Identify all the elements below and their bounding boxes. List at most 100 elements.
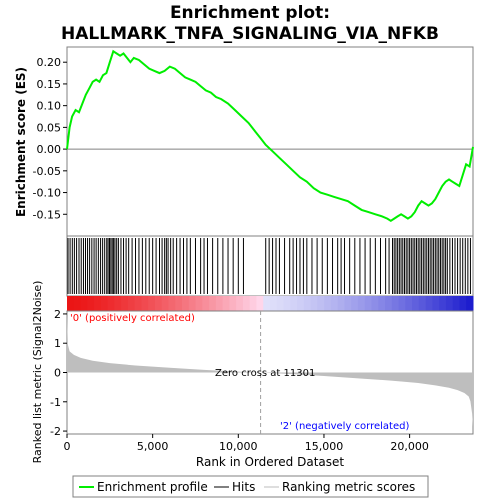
color-bar-segment: [445, 296, 454, 311]
x-tick-label: 10,000: [219, 440, 258, 453]
color-bar-segment: [222, 296, 230, 311]
hits-group: [67, 238, 471, 294]
color-bar-segment: [351, 296, 359, 311]
rank-y-tick-label: 0: [54, 367, 61, 380]
color-bar-segment: [148, 296, 156, 311]
x-axis: 0 5,000 10,000 15,000 20,000: [64, 434, 429, 453]
color-bar-segment: [80, 296, 88, 311]
x-axis-label: Rank in Ordered Dataset: [196, 455, 344, 469]
color-bar-segment: [256, 296, 264, 311]
color-bar-segment: [154, 296, 163, 311]
color-bar-segment: [344, 296, 352, 311]
color-bar-segment: [236, 296, 244, 311]
chart-subtitle: HALLMARK_TNFA_SIGNALING_VIA_NFKB: [61, 24, 439, 44]
color-bar-segment: [141, 296, 149, 311]
color-bar-segment: [263, 296, 271, 311]
hits-panel-frame: [66, 235, 474, 297]
es-y-tick-label: -0.05: [33, 165, 61, 178]
color-bar-segment: [337, 296, 345, 311]
legend-label-ranking: Ranking metric scores: [282, 480, 415, 494]
color-bar-segment: [303, 296, 312, 311]
color-bar-segment: [229, 296, 237, 311]
color-bar-segment: [195, 296, 203, 311]
color-bar-segment: [432, 296, 440, 311]
color-bar-segment: [100, 296, 109, 311]
color-bar-segment: [87, 296, 95, 311]
es-y-label: Enrichment score (ES): [14, 67, 28, 217]
color-bar-segment: [188, 296, 197, 311]
negative-correlation-label: '2' (negatively correlated): [280, 421, 409, 432]
rank-y-label: Ranked list metric (Signal2Noise): [31, 281, 44, 464]
color-bar-segment: [209, 296, 217, 311]
color-bar-segment: [310, 296, 318, 311]
color-bar-segment: [412, 296, 420, 311]
x-tick-label: 20,000: [390, 440, 429, 453]
chart-title: Enrichment plot:: [170, 3, 330, 23]
color-bar-segment: [398, 296, 406, 311]
es-panel-frame: [66, 46, 474, 237]
x-tick-label: 5,000: [137, 440, 169, 453]
rank-y-tick-label: -1: [50, 396, 61, 409]
color-bar-segment: [405, 296, 413, 311]
rank-y-tick-label: 1: [54, 337, 61, 350]
color-bar-segment: [276, 296, 285, 311]
color-bar-segment: [283, 296, 291, 311]
color-bar-segment: [317, 296, 325, 311]
ranking-metric-area: [67, 315, 473, 427]
color-bar-segment: [202, 296, 210, 311]
color-bar-segment: [378, 296, 386, 311]
color-bar-segment: [121, 296, 129, 311]
color-bar-segment: [67, 296, 75, 311]
rank-y-tick-label: -2: [50, 425, 61, 438]
color-bar-segment: [107, 296, 115, 311]
color-bar-segment: [114, 296, 122, 311]
color-bar-segment: [290, 296, 298, 311]
color-bar-segment: [94, 296, 102, 311]
color-bar-segment: [242, 296, 251, 311]
zero-cross-label: Zero cross at 11301: [215, 368, 315, 379]
color-bar-segment: [459, 296, 467, 311]
rank-color-bar: [67, 296, 474, 311]
es-y-tick-label: 0.20: [37, 56, 62, 69]
positive-correlation-label: '0' (positively correlated): [70, 313, 195, 324]
color-bar-segment: [270, 296, 278, 311]
color-bar-segment: [215, 296, 224, 311]
rank-y-axis: 2 1 0 -1 -2: [50, 308, 67, 438]
es-y-tick-label: -0.15: [33, 208, 61, 221]
color-bar-segment: [452, 296, 460, 311]
legend-label-enrichment: Enrichment profile: [97, 480, 208, 494]
es-y-tick-label: -0.10: [33, 187, 61, 200]
legend-label-hits: Hits: [232, 480, 255, 494]
color-bar-segment: [127, 296, 136, 311]
color-bar-segment: [364, 296, 372, 311]
x-tick-label: 15,000: [305, 440, 344, 453]
rank-y-tick-label: 2: [54, 308, 61, 321]
color-bar-segment: [371, 296, 379, 311]
color-bar-segment: [134, 296, 142, 311]
color-bar-segment: [330, 296, 339, 311]
es-y-axis: 0.20 0.15 0.10 0.05 0.00 -0.05 -0.10 -0.15: [33, 56, 67, 221]
color-bar-segment: [168, 296, 176, 311]
es-y-tick-label: 0.10: [37, 100, 62, 113]
x-tick-label: 0: [64, 440, 71, 453]
color-bar-segment: [73, 296, 82, 311]
color-bar-segment: [297, 296, 305, 311]
color-bar-segment: [439, 296, 447, 311]
legend-box: [72, 475, 429, 498]
color-bar-segment: [249, 296, 257, 311]
color-bar-segment: [466, 296, 474, 311]
color-bar-segment: [391, 296, 400, 311]
es-y-tick-label: 0.15: [37, 78, 62, 91]
color-bar-segment: [357, 296, 366, 311]
color-bar-segment: [175, 296, 183, 311]
color-bar-segment: [418, 296, 427, 311]
enrichment-profile-line: [66, 49, 474, 222]
es-y-tick-label: 0.00: [37, 143, 62, 156]
color-bar-segment: [425, 296, 433, 311]
color-bar-segment: [182, 296, 190, 311]
color-bar-segment: [324, 296, 332, 311]
color-bar-segment: [385, 296, 393, 311]
es-y-tick-label: 0.05: [37, 121, 62, 134]
color-bar-segment: [161, 296, 169, 311]
